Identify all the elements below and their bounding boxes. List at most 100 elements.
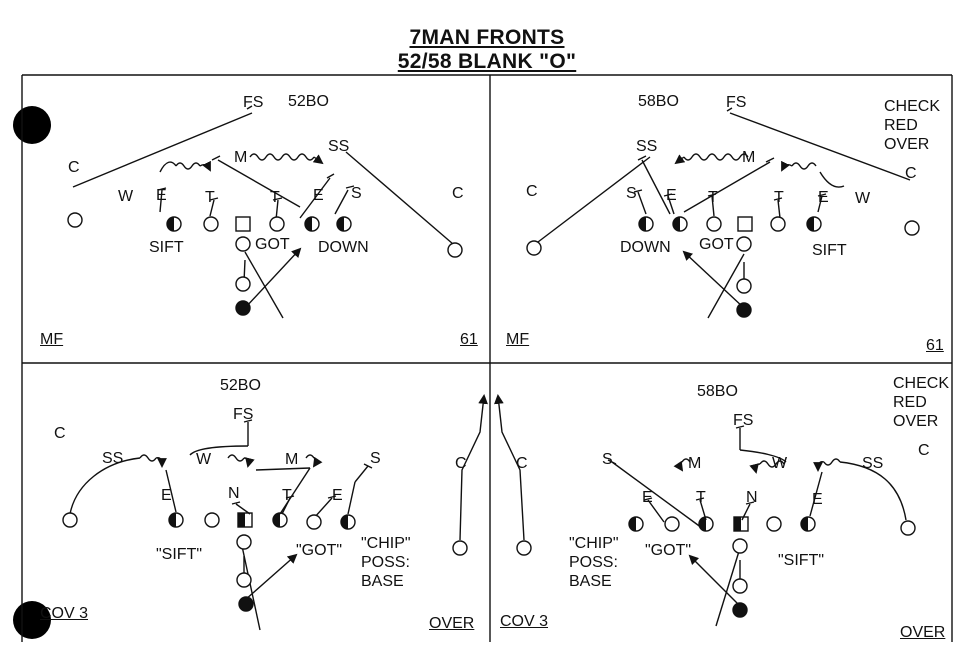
player-open [732,578,748,594]
player-open [67,212,83,228]
label-t-left: T [205,189,215,206]
player-open [204,512,220,528]
page-title: 7MAN FRONTS [409,26,565,49]
label-c-right: C [452,185,464,202]
player-open [447,242,463,258]
label-m: M [688,455,702,472]
label-s: S [351,185,362,202]
player-open [736,278,752,294]
label-n: N [746,489,758,506]
label-ss: SS [328,138,350,155]
player-half [806,216,822,232]
label-s: S [602,451,613,468]
coverage-label: COV 3 [500,613,549,630]
label-e-right: E [818,189,829,206]
label-w: W [196,451,212,468]
player-filled [732,602,748,618]
label-t: T [696,489,706,506]
player-open [904,220,920,236]
page-subtitle: 52/58 BLANK "O" [397,50,577,73]
label-fs: FS [243,94,264,111]
front-label: OVER [429,615,475,632]
player-half [698,516,714,532]
center-square [737,216,753,232]
label-fs: FS [733,412,754,429]
player-half [336,216,352,232]
center-square [237,512,253,528]
label-w: W [855,190,871,207]
label-c-left: C [68,159,80,176]
player-half [304,216,320,232]
label-e-left: E [161,487,172,504]
call-base: BASE [361,573,404,590]
player-open [766,516,782,532]
label-c-left: C [516,455,528,472]
player-half [672,216,688,232]
front-label: OVER [900,624,946,641]
player-half [628,516,644,532]
player-open [736,236,752,252]
label-ss: SS [636,138,658,155]
label-e-right: E [332,487,343,504]
check-line-3: OVER [884,136,930,153]
label-e-right: E [313,187,324,204]
label-t-right: T [270,189,280,206]
player-open [452,540,468,556]
player-half [638,216,654,232]
call-got: "GOT" [296,542,343,559]
call-down: DOWN [620,239,671,256]
player-open [900,520,916,536]
call-sift: SIFT [812,242,847,259]
call-chip: "CHIP" [569,535,619,552]
play-name: 58BO [638,93,679,110]
call-poss: POSS: [569,554,618,571]
player-half [272,512,288,528]
player-open [526,240,542,256]
coverage-label: COV 3 [40,605,89,622]
call-down: DOWN [318,239,369,256]
call-sift: "SIFT" [156,546,203,563]
player-half [166,216,182,232]
label-t: T [282,487,292,504]
player-open [664,516,680,532]
call-chip: "CHIP" [361,535,411,552]
label-e-right: E [812,491,823,508]
call-poss: POSS: [361,554,410,571]
player-open [235,276,251,292]
player-half [800,516,816,532]
player-open [269,216,285,232]
play-number: 61 [926,337,944,354]
player-open [236,534,252,550]
center-square [235,216,251,232]
label-e-left: E [666,187,677,204]
player-open [203,216,219,232]
call-sift: SIFT [149,239,184,256]
label-t-right: T [774,189,784,206]
coverage-label: MF [40,331,64,348]
check-line-1: CHECK [893,375,950,392]
player-open [516,540,532,556]
play-name: 52BO [220,377,261,394]
player-open [62,512,78,528]
player-filled [235,300,251,316]
player-open [770,216,786,232]
label-ss: SS [862,455,884,472]
play-name: 58BO [697,383,738,400]
label-c-right: C [905,165,917,182]
player-open [236,572,252,588]
player-filled [736,302,752,318]
label-e-left: E [642,489,653,506]
label-n: N [228,485,240,502]
label-fs: FS [726,94,747,111]
player-open [732,538,748,554]
call-got: GOT [255,236,290,253]
player-open [235,236,251,252]
label-s: S [370,450,381,467]
player-half [168,512,184,528]
player-open [706,216,722,232]
label-m: M [742,149,756,166]
label-c-left: C [54,425,66,442]
label-c-left: C [526,183,538,200]
player-half [340,514,356,530]
